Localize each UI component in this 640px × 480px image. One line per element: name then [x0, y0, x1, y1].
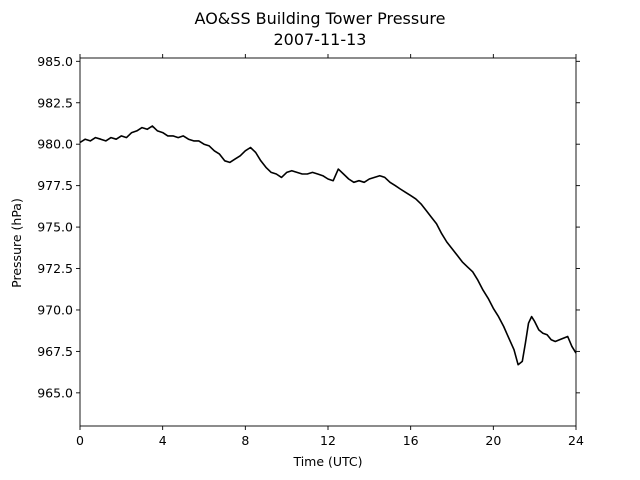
x-tick-label: 4 — [159, 433, 167, 448]
y-tick-label: 972.5 — [37, 261, 73, 276]
y-tick-label: 980.0 — [37, 137, 73, 152]
x-tick-label: 8 — [241, 433, 249, 448]
plot-frame — [79, 57, 577, 427]
x-axis-ticks: 0 4 8 12 16 20 24 — [76, 54, 584, 448]
y-axis-label: Pressure (hPa) — [9, 198, 24, 288]
y-tick-label: 970.0 — [37, 302, 73, 317]
y-tick-label: 967.5 — [37, 344, 73, 359]
x-tick-label: 12 — [320, 433, 336, 448]
plot-area: 0 4 8 12 16 20 24 965.0 967.5 970.0 972.5 975.0 977… — [37, 54, 584, 448]
y-tick-label: 977.5 — [37, 178, 73, 193]
x-tick-label: 20 — [485, 433, 501, 448]
y-tick-label: 982.5 — [37, 95, 73, 110]
chart-subtitle: 2007-11-13 — [274, 30, 367, 49]
pressure-series-line — [79, 125, 577, 366]
chart-title: AO&SS Building Tower Pressure — [195, 9, 446, 28]
x-tick-label: 0 — [76, 433, 84, 448]
x-tick-label: 24 — [568, 433, 584, 448]
x-tick-label: 16 — [403, 433, 419, 448]
x-axis-label: Time (UTC) — [292, 454, 362, 469]
y-tick-label: 975.0 — [37, 220, 73, 235]
y-axis-ticks: 965.0 967.5 970.0 972.5 975.0 977.5 980.0 982.5… — [37, 54, 580, 400]
y-tick-label: 965.0 — [37, 385, 73, 400]
y-tick-label: 985.0 — [37, 54, 73, 69]
